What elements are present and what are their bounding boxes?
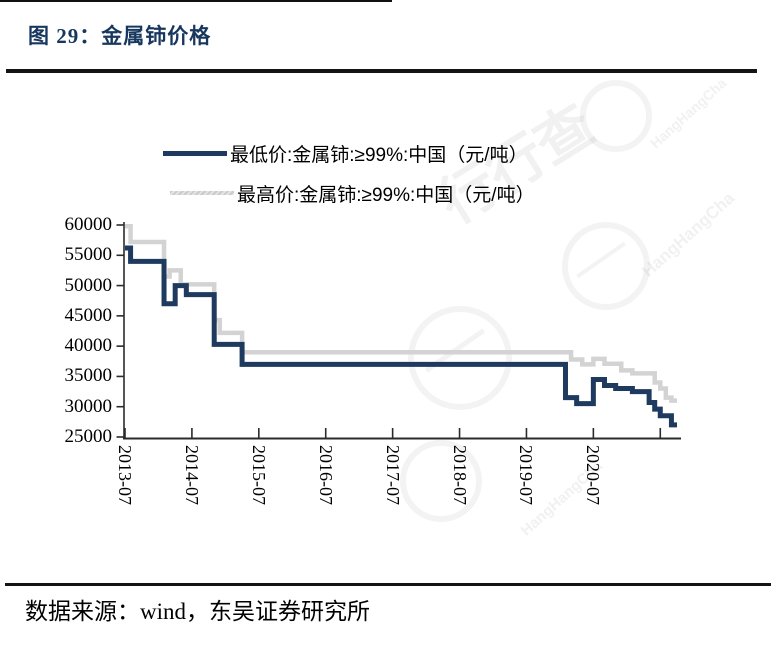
x-axis-tick-label: 2017-07 bbox=[382, 445, 403, 505]
x-axis-tick-label: 2020-07 bbox=[583, 445, 604, 505]
legend-item-max: 最高价:金属铈:≥99%:中国（元/吨） bbox=[170, 179, 535, 207]
legend-label-min: 最低价:金属铈:≥99%:中国（元/吨） bbox=[230, 144, 528, 166]
legend-item-min: 最低价:金属铈:≥99%:中国（元/吨） bbox=[163, 139, 535, 167]
x-axis-tick-label: 2014-07 bbox=[181, 445, 202, 505]
min-price-line-swatch bbox=[163, 150, 227, 156]
data-source-note: 数据来源：wind，东吴证券研究所 bbox=[25, 599, 370, 624]
y-axis-tick-label: 35000 bbox=[64, 365, 113, 387]
x-axis-tick-label: 2018-07 bbox=[449, 445, 470, 505]
y-axis-tick-label: 40000 bbox=[64, 335, 113, 357]
top-edge-rule bbox=[0, 0, 392, 2]
x-axis-tick-label: 2019-07 bbox=[516, 445, 537, 505]
y-axis-tick-label: 45000 bbox=[64, 304, 113, 326]
y-axis-tick-label: 50000 bbox=[64, 274, 113, 296]
y-axis-tick-label: 30000 bbox=[64, 395, 113, 417]
x-axis-tick-label: 2016-07 bbox=[315, 445, 336, 505]
x-axis-tick-label: 2013-07 bbox=[115, 445, 135, 505]
figure-title: 图 29：金属铈价格 bbox=[28, 24, 212, 48]
y-axis-tick-label: 55000 bbox=[64, 244, 113, 266]
y-axis-tick-label: 60000 bbox=[64, 214, 113, 235]
footer-divider bbox=[5, 583, 771, 586]
y-axis-tick-label: 25000 bbox=[64, 426, 113, 447]
title-divider bbox=[6, 69, 757, 73]
max-price-line-swatch bbox=[170, 191, 234, 195]
legend-label-max: 最高价:金属铈:≥99%:中国（元/吨） bbox=[237, 184, 535, 206]
chart-legend: 最低价:金属铈:≥99%:中国（元/吨） 最高价:金属铈:≥99%:中国（元/吨… bbox=[163, 139, 535, 219]
x-axis-tick-label: 2015-07 bbox=[248, 445, 269, 505]
